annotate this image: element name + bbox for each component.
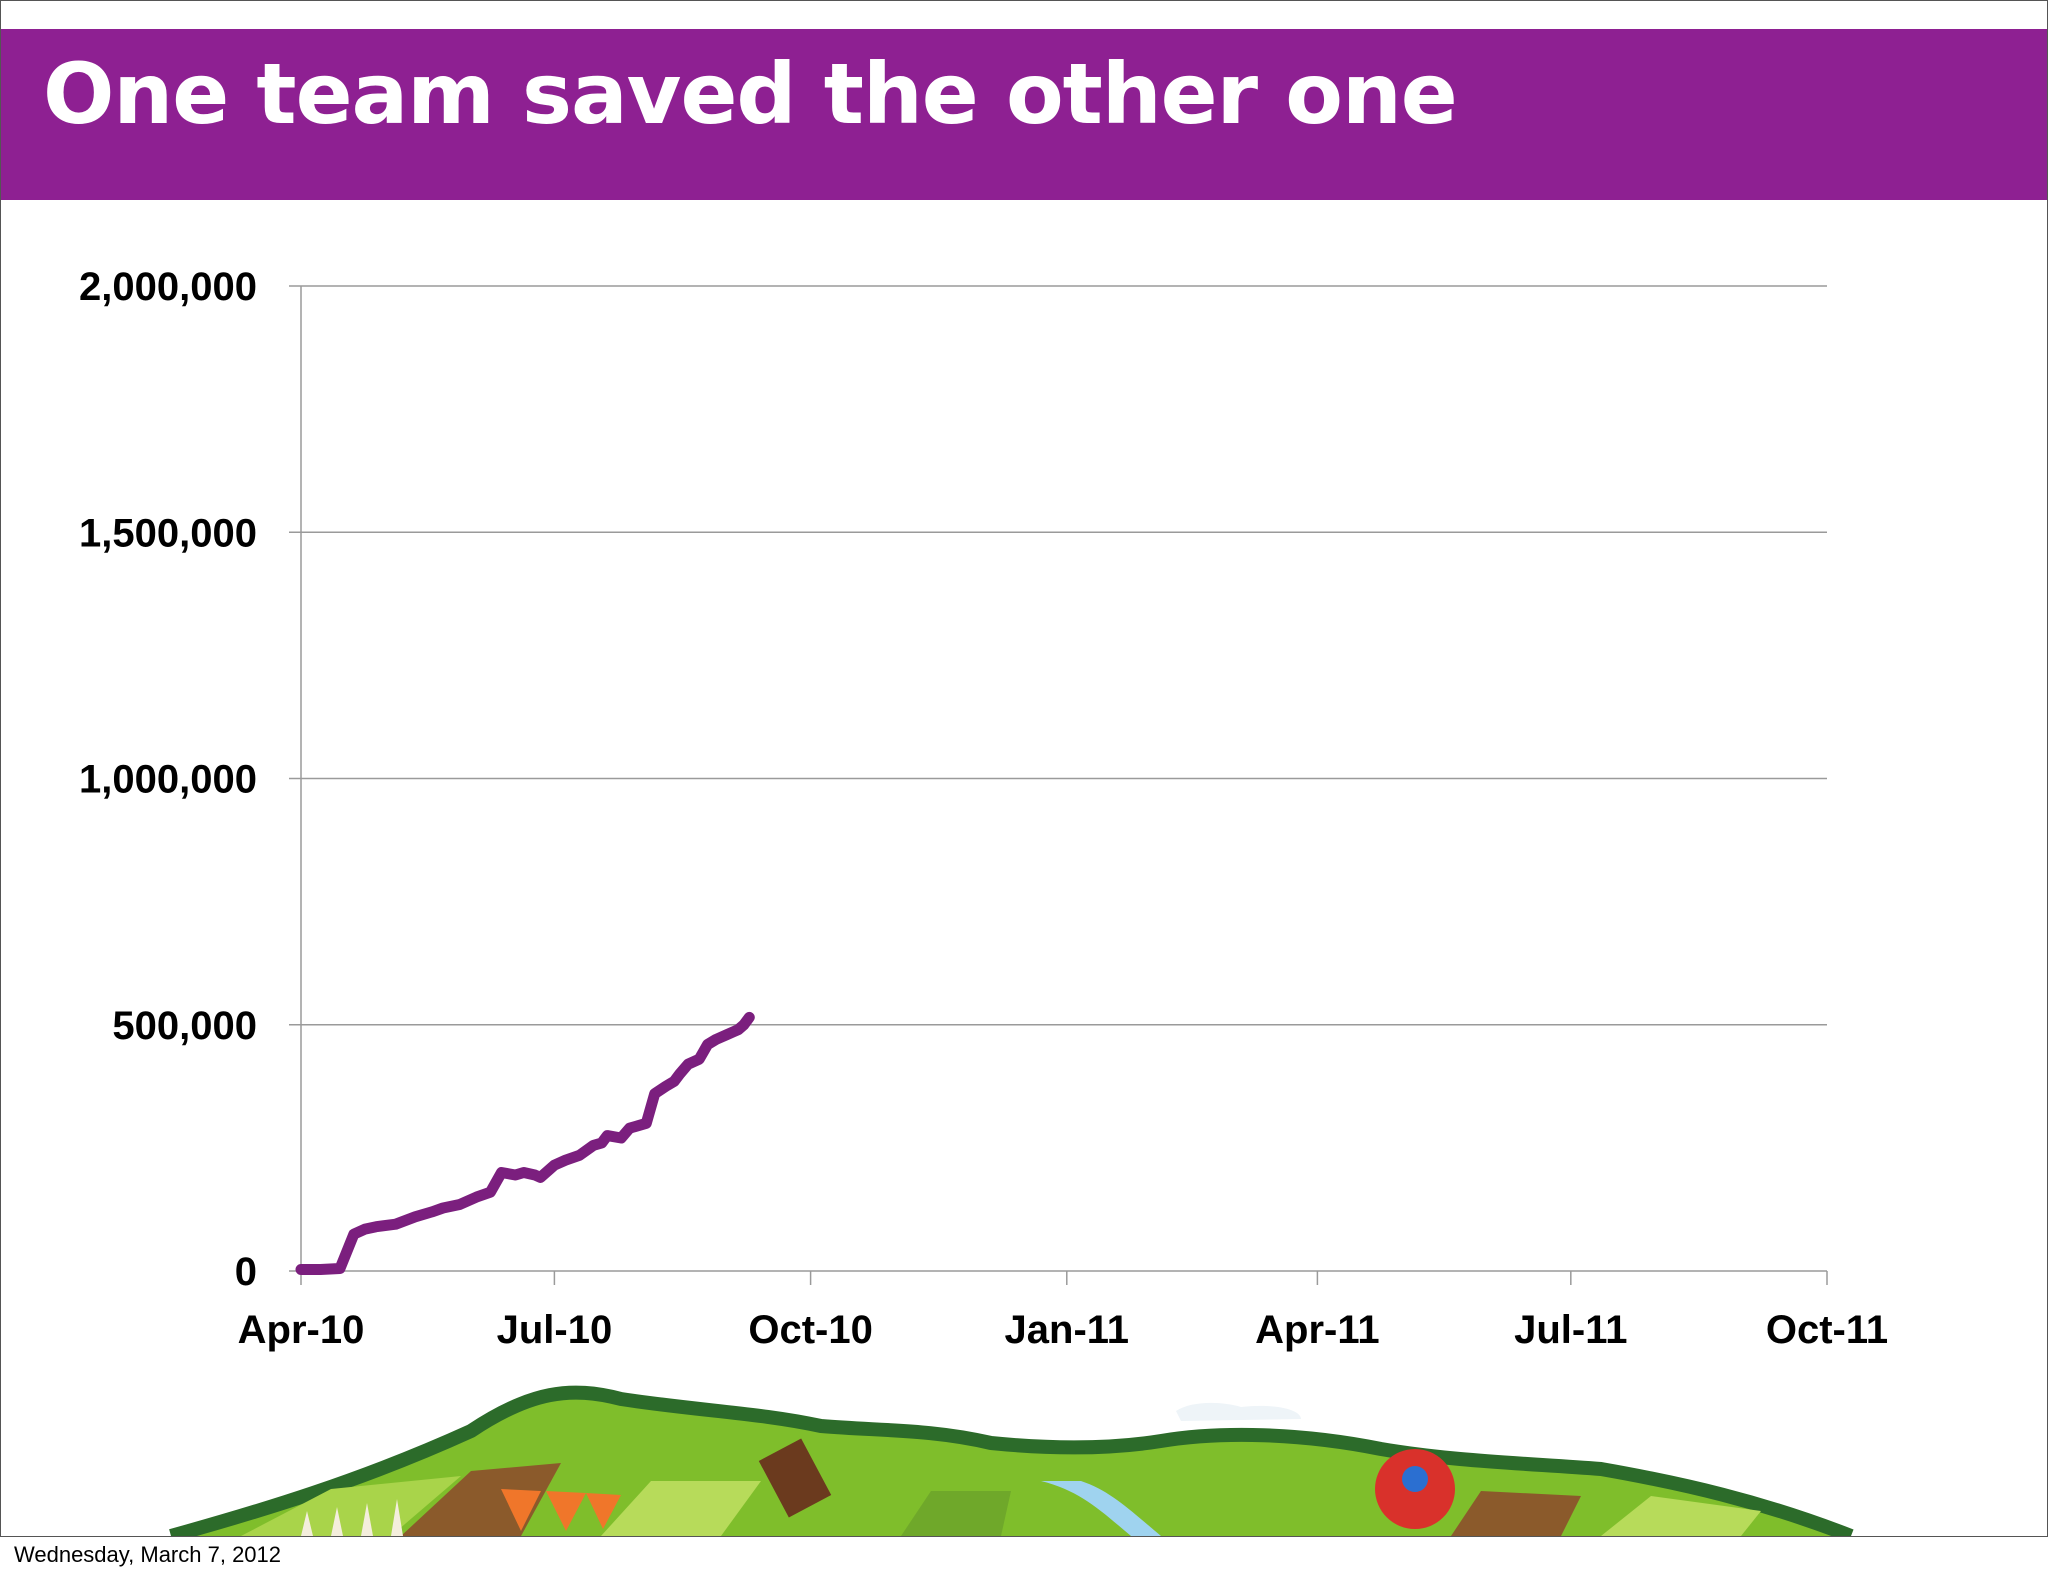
x-tick-label: Apr-11 <box>1255 1308 1380 1352</box>
y-tick-label: 2,000,000 <box>79 265 257 309</box>
slide-title: One team saved the other one <box>43 45 1458 143</box>
y-tick-label: 1,500,000 <box>79 511 257 555</box>
x-tick-label: Apr-10 <box>238 1308 365 1352</box>
y-tick-label: 1,000,000 <box>79 758 257 802</box>
x-tick-label: Jan-11 <box>1005 1308 1130 1352</box>
slide: One team saved the other one 0 500,000 1,0… <box>0 0 2048 1537</box>
x-tick-label: Jul-10 <box>497 1308 613 1352</box>
y-tick-label: 500,000 <box>112 1004 257 1048</box>
x-tick-label: Oct-10 <box>748 1308 873 1352</box>
series-line <box>295 1011 755 1275</box>
y-tick-label: 0 <box>235 1250 257 1294</box>
x-tick-label: Oct-11 <box>1766 1308 1888 1352</box>
title-bar <box>1 29 2047 200</box>
landscape-illustration <box>169 1385 1854 1536</box>
line-chart: 0 500,000 1,000,000 1,500,000 2,000,000 Apr-… <box>79 265 1888 1352</box>
footer-date: Wednesday, March 7, 2012 <box>14 1542 282 1567</box>
x-tick-label: Jul-11 <box>1514 1308 1627 1352</box>
